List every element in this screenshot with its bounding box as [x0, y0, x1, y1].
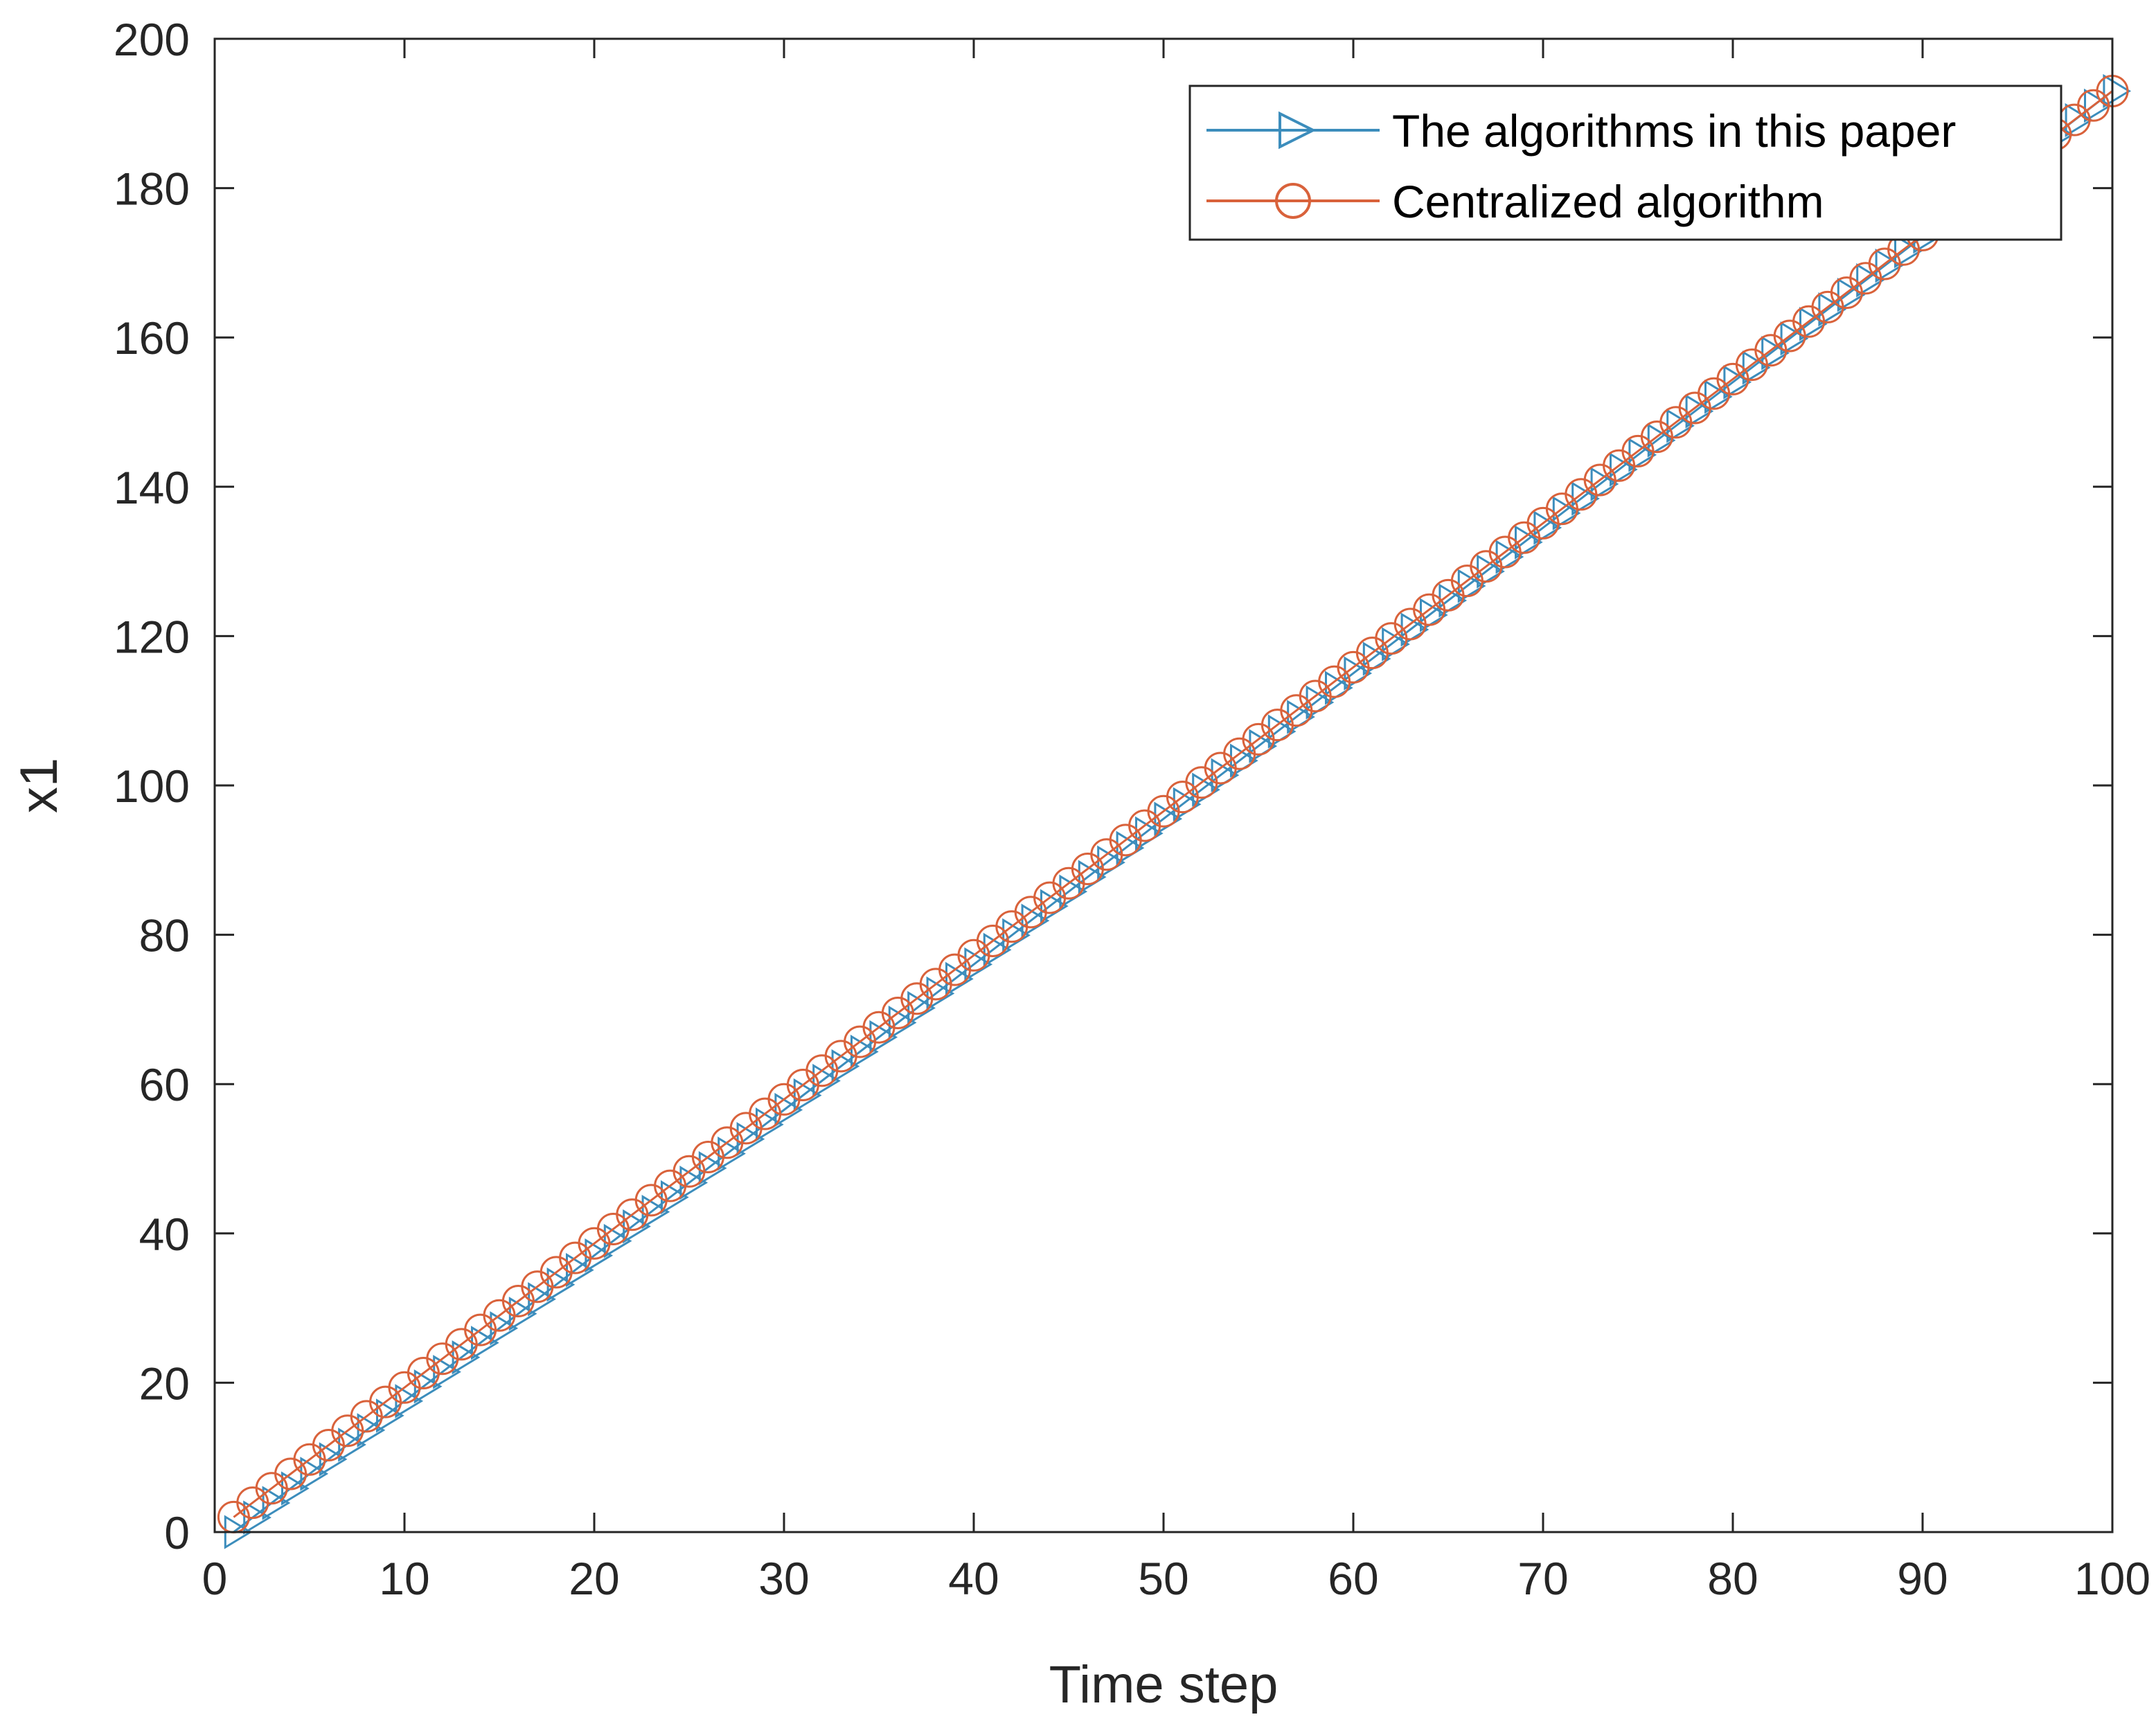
data-point [812, 1063, 841, 1098]
y-tick-label: 140 [114, 462, 190, 513]
data-point [718, 1136, 746, 1171]
plot-area [215, 39, 2112, 1532]
legend-label-1: The algorithms in this paper [1392, 105, 1956, 157]
x-tick-label: 90 [1897, 1553, 1948, 1604]
data-point [1894, 233, 1923, 269]
data-point [319, 1442, 348, 1477]
x-tick-label: 50 [1138, 1553, 1188, 1604]
x-tick-label: 100 [2074, 1553, 2150, 1604]
series-line [233, 90, 2113, 1518]
data-point [831, 1049, 860, 1084]
data-point [661, 1180, 689, 1215]
data-point [983, 932, 1012, 968]
data-point [243, 1500, 271, 1535]
data-point [2084, 88, 2112, 123]
data-point [1002, 918, 1031, 953]
series-line [233, 90, 2113, 1533]
x-tick-label: 0 [202, 1553, 228, 1604]
series-layer [217, 73, 2132, 1549]
y-tick-label: 60 [139, 1059, 190, 1110]
data-point [756, 1107, 784, 1142]
legend-label-2: Centralized algorithm [1392, 176, 1824, 227]
data-point [2065, 103, 2094, 138]
legend: The algorithms in this paper Centralized… [1188, 84, 2063, 241]
y-tick-label: 0 [164, 1507, 190, 1558]
data-point [869, 1020, 898, 1055]
data-point [1078, 860, 1107, 894]
data-point [964, 947, 993, 982]
data-point [888, 1005, 917, 1040]
y-tick-label: 180 [114, 163, 190, 215]
data-point [281, 1471, 310, 1506]
x-tick-label: 40 [948, 1553, 999, 1604]
data-point [262, 1486, 291, 1520]
data-point [1040, 889, 1069, 923]
data-point [1059, 874, 1088, 909]
x-axis-label: Time step [1049, 1655, 1279, 1714]
x-tick-label: 30 [758, 1553, 809, 1604]
data-point [850, 1034, 879, 1069]
x-tick-label: 70 [1517, 1553, 1568, 1604]
data-point [926, 976, 955, 1011]
data-point [774, 1092, 803, 1128]
data-point [698, 1150, 727, 1186]
data-point [736, 1121, 765, 1157]
data-point [338, 1427, 366, 1462]
x-tick-label: 10 [379, 1553, 429, 1604]
legend-marker-2 [1275, 183, 1311, 219]
data-point [1021, 903, 1050, 938]
data-point [945, 961, 974, 997]
data-point [1875, 248, 1904, 283]
series-2 [217, 75, 2129, 1533]
y-tick-label: 100 [114, 760, 190, 812]
legend-marker-1 [1279, 111, 1317, 150]
y-axis-label: x1 [10, 758, 69, 813]
data-point [1856, 263, 1885, 298]
data-point [2103, 73, 2132, 109]
data-point [907, 990, 936, 1026]
y-tick-label: 200 [114, 14, 190, 65]
data-point [300, 1457, 329, 1491]
legend-box [1188, 84, 2063, 241]
data-point [679, 1165, 709, 1200]
x-tick-label: 80 [1707, 1553, 1758, 1604]
data-point [793, 1078, 822, 1113]
tick-layer: 0 10 20 30 40 50 60 70 80 90 100 0 20 40 60 80 100 120 140… [114, 14, 2150, 1604]
y-tick-label: 20 [139, 1358, 190, 1409]
y-tick-label: 120 [114, 611, 190, 662]
y-tick-label: 80 [139, 910, 190, 961]
x-tick-label: 20 [569, 1553, 619, 1604]
y-tick-label: 160 [114, 312, 190, 364]
x-tick-label: 60 [1328, 1553, 1378, 1604]
y-tick-label: 40 [139, 1209, 190, 1260]
